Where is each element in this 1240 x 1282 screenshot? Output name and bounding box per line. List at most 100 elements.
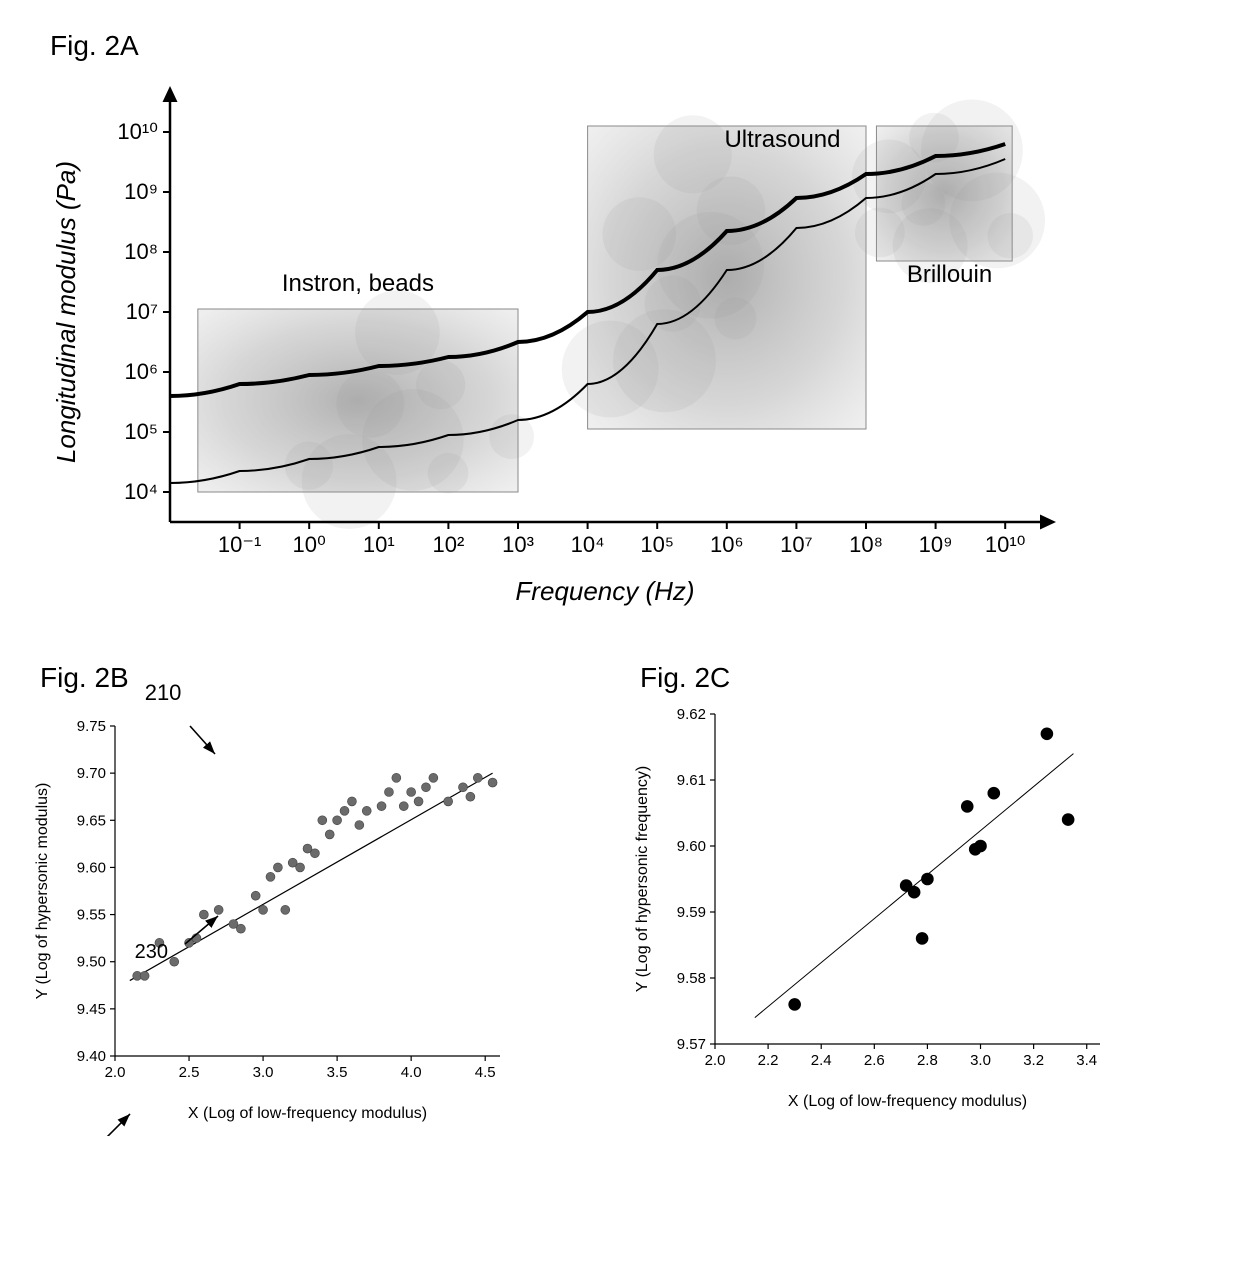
data-point <box>199 910 208 919</box>
data-point <box>421 783 430 792</box>
svg-text:9.45: 9.45 <box>77 1001 106 1018</box>
fig-a-label: Fig. 2A <box>50 30 1220 62</box>
data-point <box>407 788 416 797</box>
data-point <box>310 849 319 858</box>
svg-text:10⁵: 10⁵ <box>640 532 674 557</box>
svg-text:9.75: 9.75 <box>77 718 106 735</box>
region-label-brillouin: Brillouin <box>907 261 992 288</box>
svg-text:10¹⁰: 10¹⁰ <box>985 532 1026 557</box>
data-point <box>333 816 342 825</box>
svg-text:9.60: 9.60 <box>677 838 706 855</box>
svg-text:10⁴: 10⁴ <box>124 479 158 504</box>
svg-text:10⁴: 10⁴ <box>571 532 605 557</box>
data-point <box>236 924 245 933</box>
annotation-arrow-220 <box>100 1114 130 1136</box>
svg-text:2.0: 2.0 <box>705 1052 726 1069</box>
y-axis-label: Y (Log of hypersonic modulus) <box>34 783 51 1000</box>
data-point <box>140 971 149 980</box>
svg-text:3.5: 3.5 <box>327 1064 348 1081</box>
svg-text:10⁶: 10⁶ <box>124 359 158 384</box>
data-point <box>170 957 179 966</box>
data-point <box>355 821 364 830</box>
region-label-instron: Instron, beads <box>282 270 434 297</box>
data-point <box>340 806 349 815</box>
svg-text:10⁻¹: 10⁻¹ <box>218 532 261 557</box>
svg-text:9.57: 9.57 <box>677 1036 706 1053</box>
data-point <box>444 797 453 806</box>
svg-text:9.62: 9.62 <box>677 706 706 723</box>
fig-b-label: Fig. 2B <box>40 662 129 694</box>
svg-text:9.61: 9.61 <box>677 772 706 789</box>
svg-text:10⁰: 10⁰ <box>293 532 326 557</box>
x-axis-label: X (Log of low-frequency modulus) <box>788 1093 1027 1110</box>
svg-text:Frequency (Hz): Frequency (Hz) <box>515 576 694 606</box>
data-point <box>429 773 438 782</box>
fig-c-chart: 2.02.22.42.62.83.03.23.49.579.589.599.60… <box>620 694 1180 1124</box>
svg-text:10¹⁰: 10¹⁰ <box>117 119 158 144</box>
svg-text:9.40: 9.40 <box>77 1048 106 1065</box>
svg-text:10⁷: 10⁷ <box>126 299 158 324</box>
data-point <box>988 787 1000 799</box>
data-point <box>1062 814 1074 826</box>
svg-text:10⁷: 10⁷ <box>780 532 812 557</box>
fit-line <box>130 773 493 980</box>
data-point <box>377 802 386 811</box>
data-point <box>251 891 260 900</box>
region-label-ultrasound: Ultrasound <box>724 126 840 153</box>
svg-text:2.5: 2.5 <box>179 1064 200 1081</box>
fig-b-chart: 2.02.53.03.54.04.59.409.459.509.559.609.… <box>20 706 580 1136</box>
svg-text:2.2: 2.2 <box>758 1052 779 1069</box>
x-axis-label: X (Log of low-frequency modulus) <box>188 1105 427 1122</box>
data-point <box>259 905 268 914</box>
data-point <box>473 773 482 782</box>
svg-text:9.70: 9.70 <box>77 765 106 782</box>
data-point <box>392 773 401 782</box>
svg-text:9.55: 9.55 <box>77 907 106 924</box>
data-point <box>399 802 408 811</box>
svg-text:3.0: 3.0 <box>253 1064 274 1081</box>
annotation-210: 210 <box>145 680 182 706</box>
fig-c-label: Fig. 2C <box>640 662 1180 694</box>
data-point <box>318 816 327 825</box>
svg-text:10⁸: 10⁸ <box>849 532 883 557</box>
fig-a-chart: 10⁻¹10⁰10¹10²10³10⁴10⁵10⁶10⁷10⁸10⁹10¹⁰10… <box>20 62 1220 622</box>
data-point <box>362 806 371 815</box>
data-point <box>908 886 920 898</box>
data-point <box>916 932 928 944</box>
data-point <box>273 863 282 872</box>
data-point <box>1041 728 1053 740</box>
svg-text:9.59: 9.59 <box>677 904 706 921</box>
svg-text:9.58: 9.58 <box>677 970 706 987</box>
svg-text:10⁸: 10⁸ <box>124 239 158 264</box>
svg-text:3.0: 3.0 <box>970 1052 991 1069</box>
svg-text:2.0: 2.0 <box>105 1064 126 1081</box>
svg-text:4.5: 4.5 <box>475 1064 496 1081</box>
annotation-230: 230 <box>135 941 168 963</box>
svg-text:4.0: 4.0 <box>401 1064 422 1081</box>
data-point <box>296 863 305 872</box>
data-point <box>961 800 973 812</box>
data-point <box>266 872 275 881</box>
data-point <box>384 788 393 797</box>
svg-text:10⁵: 10⁵ <box>124 419 158 444</box>
svg-text:9.65: 9.65 <box>77 812 106 829</box>
data-point <box>325 830 334 839</box>
svg-text:3.4: 3.4 <box>1076 1052 1097 1069</box>
data-point <box>414 797 423 806</box>
data-point <box>789 998 801 1010</box>
data-point <box>921 873 933 885</box>
data-point <box>488 778 497 787</box>
svg-text:2.4: 2.4 <box>811 1052 832 1069</box>
svg-text:Longitudinal modulus (Pa): Longitudinal modulus (Pa) <box>51 161 81 463</box>
svg-text:3.2: 3.2 <box>1023 1052 1044 1069</box>
svg-text:10⁶: 10⁶ <box>710 532 744 557</box>
data-point <box>466 792 475 801</box>
svg-text:10¹: 10¹ <box>363 532 395 557</box>
svg-text:2.8: 2.8 <box>917 1052 938 1069</box>
data-point <box>347 797 356 806</box>
svg-text:10⁹: 10⁹ <box>124 179 158 204</box>
svg-text:9.50: 9.50 <box>77 954 106 971</box>
data-point <box>975 840 987 852</box>
fit-line <box>755 754 1074 1018</box>
data-point <box>214 905 223 914</box>
